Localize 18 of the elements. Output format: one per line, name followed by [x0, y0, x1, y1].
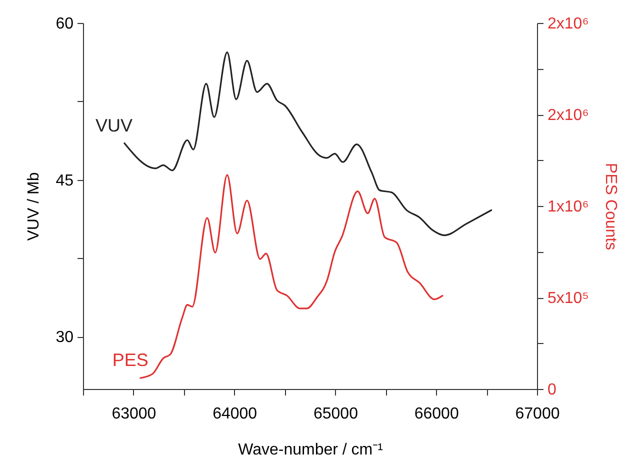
y2-axis-title: PES Counts [602, 162, 619, 250]
y2-tick-label: 2x10⁶ [548, 16, 589, 32]
y2-tick-label: 0 [548, 382, 556, 398]
x-tick-label: 66000 [414, 406, 459, 422]
x-tick-label: 63000 [112, 406, 156, 422]
y-axis-title: VUV / Mb [26, 172, 43, 241]
y-tick-label: 45 [56, 172, 74, 190]
y2-tick-label: 2x10⁶ [548, 107, 589, 124]
x-tick-label: 64000 [212, 406, 258, 422]
y2-tick-label: 5x10⁵ [548, 290, 589, 307]
series-label: VUV [95, 115, 132, 136]
y-tick-label: 60 [56, 16, 74, 32]
y-tick-label: 30 [56, 329, 74, 346]
x-axis-title: Wave-number / cm⁻¹ [238, 442, 383, 458]
x-tick-label: 67000 [515, 406, 560, 422]
y2-tick-label: 1x10⁶ [548, 198, 589, 216]
x-tick-label: 65000 [313, 406, 358, 422]
series-label: PES [112, 350, 148, 370]
